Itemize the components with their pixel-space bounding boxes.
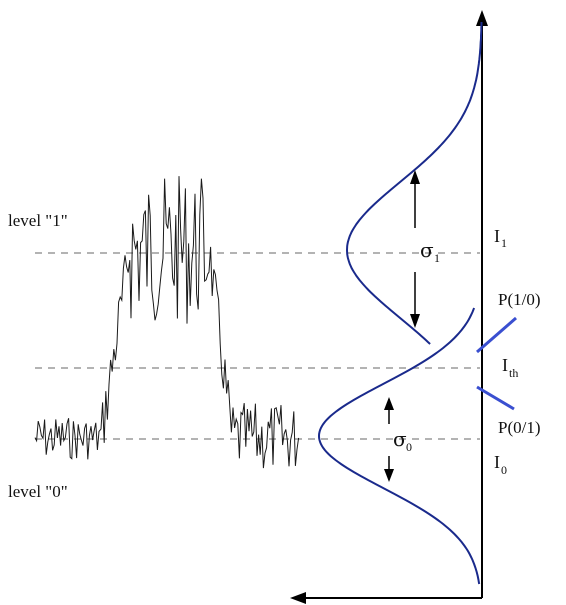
vertical-axis-arrowhead (476, 10, 488, 26)
sigma0-arrowhead-down (384, 469, 394, 482)
label-P10: P(1/0) (498, 290, 541, 309)
horizontal-axis-arrowhead (290, 592, 306, 604)
label-level1: level "1" (8, 211, 68, 230)
label-I1: I (494, 226, 500, 246)
label-level0: level "0" (8, 482, 68, 501)
label-sigma1-subscript: 1 (434, 251, 440, 265)
sigma1-arrowhead-up (410, 170, 420, 184)
label-I0: I (494, 452, 500, 472)
gaussian-curve-level0 (317, 307, 481, 585)
label-I1-subscript: 1 (501, 236, 507, 250)
label-I0-subscript: 0 (501, 463, 507, 477)
pointer-p10 (476, 316, 517, 354)
noisy-signal-trace (34, 176, 300, 469)
label-P01: P(0/1) (498, 418, 541, 437)
sigma1-arrowhead-down (410, 314, 420, 328)
label-sigma0: σ (393, 427, 407, 451)
label-Ith-subscript: th (509, 366, 518, 380)
gaussian-curve-level1 (345, 22, 483, 345)
label-sigma0-subscript: 0 (406, 440, 412, 454)
pointer-p01 (476, 385, 515, 411)
sigma0-arrowhead-up (384, 397, 394, 410)
label-sigma1: σ (420, 238, 434, 262)
label-Ith: I (502, 355, 508, 375)
